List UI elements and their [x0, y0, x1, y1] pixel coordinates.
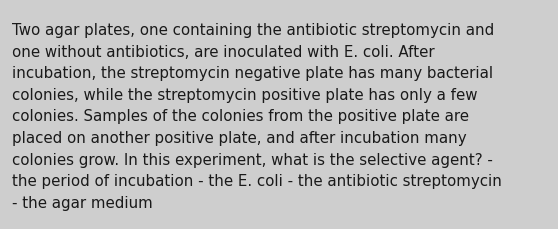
Text: Two agar plates, one containing the antibiotic streptomycin and
one without anti: Two agar plates, one containing the anti…: [12, 23, 502, 210]
